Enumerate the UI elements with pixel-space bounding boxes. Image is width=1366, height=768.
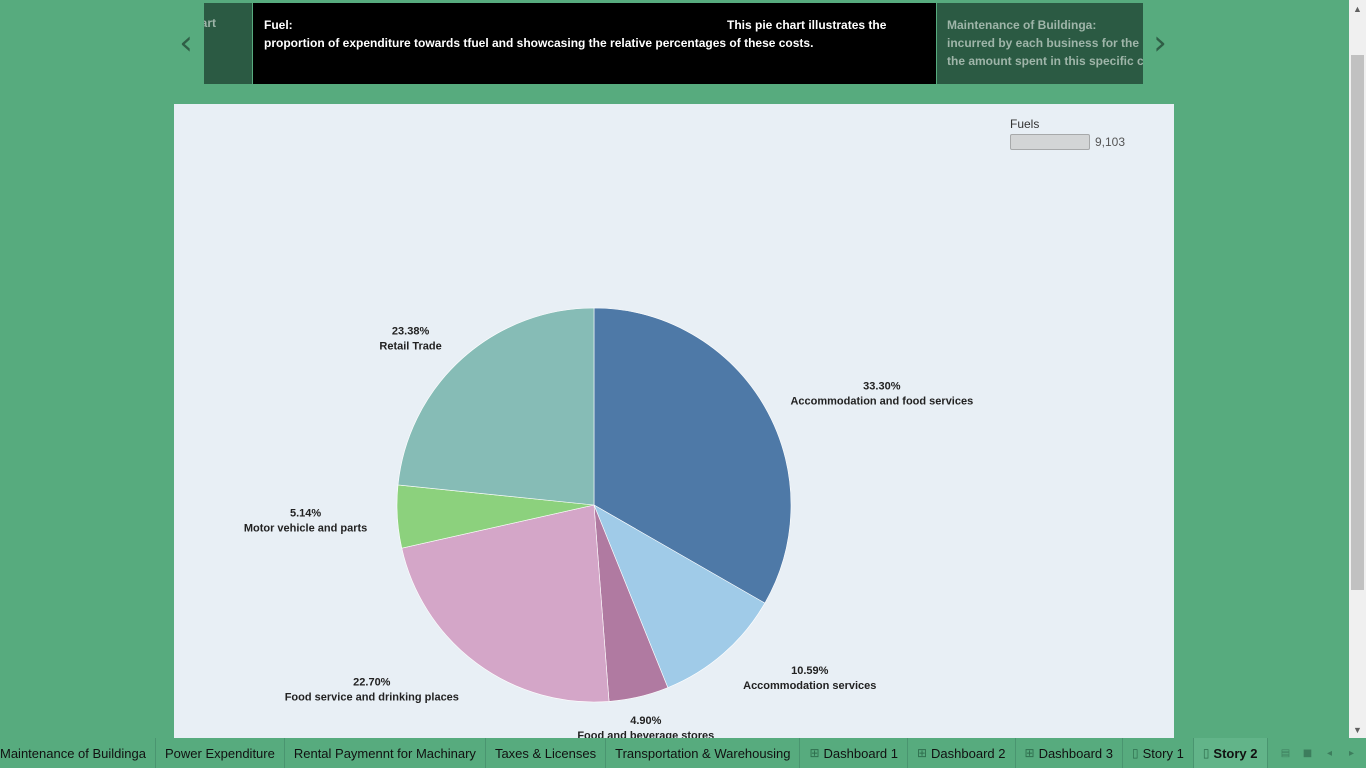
- dashboard-icon: ⊞: [916, 746, 928, 760]
- sheet-tab-dashboard-3[interactable]: ⊞ Dashboard 3: [1016, 738, 1124, 768]
- pie-label-percent-4: 5.14%: [290, 508, 321, 520]
- story-point-title: Fuel:: [264, 18, 293, 32]
- pie-label-4: 5.14% Motor vehicle and parts: [244, 508, 367, 535]
- next-story-point-button[interactable]: ›: [1153, 23, 1167, 63]
- scrollbar-thumb[interactable]: [1351, 55, 1364, 590]
- sheet-tab-label: Rental Paymennt for Machinary: [293, 745, 476, 761]
- tab-bar-tools: ▤■◂▸⛶▭: [1280, 738, 1366, 768]
- legend-value: 9,103: [1095, 135, 1126, 149]
- sheet-tab-power-expenditure[interactable]: Power Expenditure: [156, 738, 285, 768]
- pie-label-percent-3: 22.70%: [353, 677, 391, 689]
- sheet-tab-label: Story 2: [1213, 745, 1258, 761]
- pie-label-3: 22.70% Food service and drinking places: [285, 677, 459, 704]
- sheet-tab-story-2[interactable]: ▯ Story 2: [1193, 738, 1268, 768]
- next-sheet-icon[interactable]: ▸: [1348, 747, 1355, 759]
- sheet-tab-story-1[interactable]: ▯ Story 1: [1123, 738, 1194, 768]
- size-legend: Fuels 9,103: [1010, 117, 1140, 150]
- pie-slice-1[interactable]: [593, 504, 766, 689]
- sheet-tab-label: Dashboard 3: [1038, 745, 1114, 761]
- story-point-next-line2: incurred by each business for the m: [947, 36, 1143, 50]
- pie-label-category-4: Motor vehicle and parts: [244, 523, 367, 535]
- pie-label-category-1: Accommodation services: [743, 680, 876, 692]
- story-icon: ▯: [1132, 746, 1139, 760]
- pie-label-percent-5: 23.38%: [392, 326, 430, 338]
- sheet-tab-label: Dashboard 2: [931, 745, 1006, 761]
- legend-title: Fuels: [1010, 117, 1040, 131]
- story-icon: ▯: [1202, 746, 1210, 760]
- vertical-scrollbar[interactable]: ▲ ▼: [1349, 0, 1366, 738]
- pie-slice-3[interactable]: [401, 504, 610, 703]
- sheet-tab-label: Transportation & Warehousing: [615, 745, 791, 761]
- pie-label-category-0: Accommodation and food services: [790, 395, 973, 407]
- previous-story-point-button[interactable]: ‹: [179, 23, 193, 63]
- pie-label-percent-2: 4.90%: [630, 715, 661, 727]
- sheet-tab-label: Maintenance of Buildinga: [0, 745, 146, 761]
- story-point-next-line3: the amount spent in this specific ca: [947, 54, 1143, 68]
- sheet-tab-transportation-warehousing[interactable]: Transportation & Warehousing: [606, 738, 801, 768]
- scroll-up-arrow-icon[interactable]: ▲: [1353, 3, 1362, 14]
- pie-label-category-5: Retail Trade: [379, 341, 441, 353]
- story-point-next-title: Maintenance of Buildinga:: [947, 18, 1097, 32]
- dashboard-icon: ⊞: [809, 746, 820, 760]
- story-point-description: proportion of expenditure towards tfuel …: [264, 36, 814, 50]
- pie-label-1: 10.59% Accommodation services: [743, 665, 876, 692]
- pie-label-category-2: Food and beverage stores: [577, 730, 714, 738]
- sheet-tab-label: Taxes & Licenses: [494, 745, 597, 761]
- story-point-previous-text: art: [204, 16, 216, 30]
- pie-slice-5[interactable]: [397, 307, 595, 506]
- pie-label-category-3: Food service and drinking places: [285, 692, 459, 704]
- pie-label-percent-0: 33.30%: [863, 380, 901, 392]
- sheet-tab-label: Dashboard 1: [823, 745, 898, 761]
- sheet-tab-taxes-licenses[interactable]: Taxes & Licenses: [486, 738, 607, 768]
- legend-size-bar: [1010, 134, 1090, 150]
- fuel-pie-chart: 33.30% Accommodation and food services 10.…: [244, 307, 973, 738]
- sheet-tab-rental-paymennt-for-machinary[interactable]: Rental Paymennt for Machinary: [285, 738, 486, 768]
- story-point-next[interactable]: Maintenance of Buildinga: incurred by ea…: [937, 3, 1143, 84]
- prev-sheet-icon[interactable]: ◂: [1326, 747, 1333, 759]
- dashboard-canvas: Fuels 9,103 33.30% Accommodation and food…: [174, 104, 1174, 738]
- story-point-previous[interactable]: art: [204, 3, 252, 84]
- pie-label-2: 4.90% Food and beverage stores: [577, 715, 714, 738]
- sheet-tab-label: Story 1: [1142, 745, 1184, 761]
- pie-label-percent-1: 10.59%: [791, 665, 829, 677]
- pie-label-5: 23.38% Retail Trade: [379, 326, 441, 353]
- show-sheet-sorter-icon[interactable]: ▤: [1280, 747, 1291, 759]
- sheet-tab-maintenance-of-buildinga[interactable]: Maintenance of Buildinga: [0, 738, 156, 768]
- sheet-tab-dashboard-2[interactable]: ⊞ Dashboard 2: [908, 738, 1016, 768]
- story-point-lead: This pie chart illustrates the: [727, 18, 887, 32]
- show-filmstrip-icon[interactable]: ■: [1302, 747, 1313, 759]
- scroll-down-arrow-icon[interactable]: ▼: [1353, 724, 1362, 735]
- pie-slice-0[interactable]: [593, 307, 792, 604]
- dashboard-icon: ⊞: [1024, 746, 1035, 760]
- story-navigator: art Fuel: This pie chart illustrates the…: [204, 3, 1143, 84]
- story-point-active[interactable]: Fuel: This pie chart illustrates the pro…: [253, 3, 936, 84]
- pie-label-0: 33.30% Accommodation and food services: [790, 380, 973, 407]
- sheet-tab-label: Power Expenditure: [165, 745, 275, 761]
- sheet-tab-bar: Maintenance of Buildinga Power Expenditur…: [0, 738, 1366, 768]
- sheet-tab-dashboard-1[interactable]: ⊞ Dashboard 1: [800, 738, 908, 768]
